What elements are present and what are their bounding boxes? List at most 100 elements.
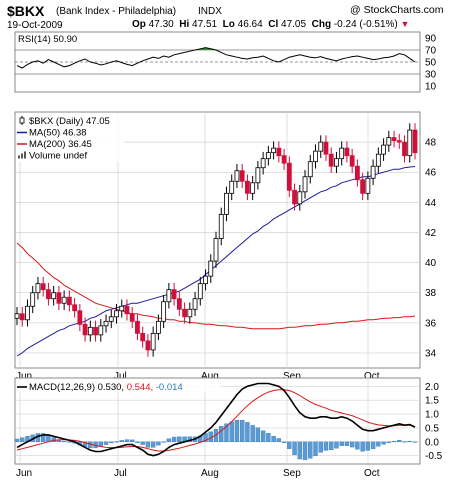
price-legend-entry: $BKX (Daily) 47.05 [29, 116, 110, 127]
macd-histogram-bar [156, 441, 161, 446]
macd-series-line [16, 382, 416, 457]
price-x-tick-label: Jul [114, 371, 127, 382]
macd-histogram-bar [370, 441, 376, 449]
candle-body [218, 213, 224, 239]
candle-body [224, 192, 229, 215]
candle-body [93, 326, 98, 336]
macd-histogram-bar [161, 441, 166, 443]
candle-body [197, 283, 203, 300]
macd-histogram-bar [103, 441, 109, 445]
macd-histogram-bar [391, 441, 397, 443]
macd-histogram-bar [135, 441, 140, 443]
candle-body [334, 158, 339, 167]
rsi-tick-label: 70 [425, 46, 437, 57]
index-name: (Bank Index - Philadelphia) [56, 6, 177, 17]
candle-body [98, 325, 104, 336]
macd-signal-line [16, 389, 416, 452]
macd-histogram-bar [40, 433, 46, 443]
macd-histogram-bar [14, 438, 20, 443]
macd-histogram-bar [245, 422, 250, 443]
macd-histogram-bar [397, 439, 402, 443]
price-x-tick-label: Aug [201, 371, 219, 382]
candle-body [349, 155, 355, 167]
macd-histogram-bar [130, 439, 135, 443]
change-value: -0.24 (-0.51%) [333, 19, 398, 30]
candle-body [203, 275, 208, 285]
price-x-tick-labels: Jun Jul Aug Sep Oct [16, 371, 380, 382]
candle-body [61, 296, 67, 304]
candle-body [276, 147, 282, 157]
macd-histogram-bar [402, 441, 407, 443]
candle-body [103, 320, 109, 327]
candle-body [302, 176, 308, 193]
macd-histogram-bar [260, 430, 266, 443]
candle-body [344, 147, 350, 157]
candle-body [354, 165, 360, 181]
macd-histogram-bar [255, 427, 261, 443]
rsi-legend-text: RSI(14) 50.90 [18, 34, 77, 45]
macd-histogram-bar [20, 437, 25, 443]
rsi-tick-label: 50 [425, 58, 437, 69]
candle-body [182, 308, 187, 318]
macd-histogram-bar [271, 436, 276, 443]
macd-histogram-bar [250, 425, 255, 443]
macd-histogram-bar [234, 419, 240, 443]
candle-body [176, 298, 182, 310]
exchange-label: INDX [198, 6, 222, 17]
macd-x-tick-labels: Jun Jul Aug Sep Oct [16, 468, 380, 479]
candle-body [239, 170, 245, 182]
macd-histogram-bar [124, 439, 130, 443]
macd-tick-label: 2.0 [425, 382, 439, 393]
candle-body [87, 326, 93, 336]
macd-x-tick-label: Aug [201, 468, 219, 479]
high-label: Hi [179, 19, 190, 30]
macd-histogram-bar [344, 441, 350, 446]
candle-body [365, 177, 371, 194]
open-label: Op [132, 19, 146, 30]
macd-histogram-bar [177, 436, 182, 443]
candle-body [25, 305, 30, 321]
candle-body [360, 179, 366, 194]
macd-histogram-bar [308, 441, 313, 459]
candle-body [250, 182, 256, 194]
candle-body [229, 180, 235, 194]
candle-body [135, 320, 140, 334]
macd-histogram-bar [166, 438, 172, 443]
macd-histogram-bar [239, 419, 245, 443]
price-legend-entry: MA(50) 46.38 [29, 128, 87, 139]
price-tick-label: 36 [425, 318, 437, 329]
low-label: Lo [222, 19, 235, 30]
candle-body [72, 304, 78, 312]
macd-histogram-bar [323, 441, 329, 451]
price-tick-label: 44 [425, 198, 437, 209]
macd-legend-part: MACD(12,26,9) [29, 382, 95, 393]
macd-tick-label: -0.5 [425, 451, 443, 462]
macd-x-tick-label: Jun [16, 468, 32, 479]
candle-body [51, 292, 57, 300]
candle-body [19, 313, 25, 321]
candle-body [375, 153, 381, 167]
candle-body [35, 283, 41, 294]
macd-legend-part: 0.530, [95, 382, 124, 393]
close-label: Cl [268, 19, 279, 30]
candlestick-series [14, 123, 418, 357]
macd-histogram-bar [407, 441, 412, 443]
candle-body [286, 162, 292, 191]
price-legend-entry: Volume undef [29, 151, 87, 162]
macd-histogram-bar [67, 441, 72, 443]
candle-body [155, 320, 161, 334]
macd-histogram-bar [266, 433, 271, 443]
price-tick-label: 42 [425, 228, 437, 239]
candle-body [260, 158, 266, 169]
legend-volume-icon [24, 151, 26, 159]
macd-histogram-bar [171, 436, 177, 443]
price-tick-label: 38 [425, 288, 437, 299]
rsi-grid [15, 49, 420, 75]
candle-body [328, 153, 334, 167]
candle-body [396, 140, 402, 143]
candle-body [208, 260, 214, 277]
macd-legend-part: 0.544, [124, 382, 153, 393]
macd-histogram-bar [150, 441, 156, 448]
